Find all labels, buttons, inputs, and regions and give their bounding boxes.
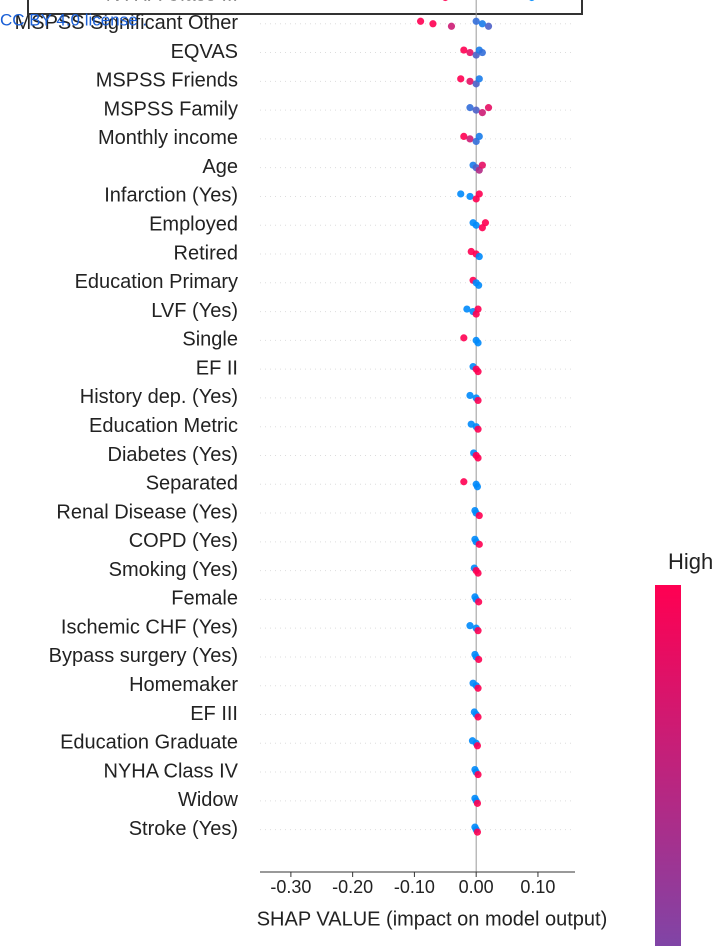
shap-point [460,334,468,342]
shap-point [529,0,535,2]
feature-label: Diabetes (Yes) [108,444,238,466]
shap-point [472,17,480,25]
shap-point [466,192,474,201]
shap-point [466,135,474,143]
x-tick-label: -0.20 [332,877,373,897]
feature-label: Female [171,588,238,610]
x-tick-label: 0.10 [520,877,555,897]
shap-point [481,219,490,227]
shap-point [466,77,474,85]
shap-point [478,48,486,57]
shap-point [447,22,456,30]
shap-point [478,20,486,28]
shap-point [475,281,483,289]
shap-point [474,684,482,692]
shap-point [475,598,483,606]
shap-point [474,368,482,376]
feature-label: Renal Disease (Yes) [56,501,238,523]
shap-point [463,305,471,313]
feature-label: Stroke (Yes) [129,818,238,840]
shap-point [474,396,482,405]
x-tick-label: 0.00 [459,877,494,897]
shap-point [442,0,448,2]
shap-point [478,161,486,169]
shap-point [460,132,468,140]
shap-point [475,190,483,198]
feature-label: Single [182,329,238,351]
shap-point [472,106,480,114]
shap-point [475,132,483,140]
shap-point [474,454,482,462]
shap-point [474,305,482,313]
shap-point [474,339,482,347]
shap-point [466,391,474,400]
shap-point [474,713,482,721]
feature-label: Education Metric [89,415,238,437]
shap-point [473,742,482,750]
shap-point [475,75,483,83]
shap-point [473,799,482,807]
shap-point [457,75,465,83]
x-tick-label: -0.10 [394,877,435,897]
shap-point [416,17,425,25]
feature-label: Smoking (Yes) [109,559,238,581]
feature-label: MSPSS Family [104,98,238,120]
feature-label: Education Primary [75,271,238,293]
shap-point [466,622,474,630]
colorbar-label: High [668,549,713,574]
shap-point [475,655,483,664]
x-axis-label: SHAP VALUE (impact on model output) [257,908,608,930]
feature-label: MSPSS Friends [96,70,238,92]
shap-point [466,48,474,57]
feature-label: Retired [174,242,238,264]
shap-point [474,425,482,433]
shap-point [460,46,468,54]
feature-label: Separated [146,473,238,495]
feature-label: LVF (Yes) [151,300,238,322]
shap-point [478,109,486,117]
shap-point [484,104,493,112]
shap-point [460,478,468,486]
feature-label: EQVAS [171,41,238,63]
shap-point [466,104,474,112]
feature-label: Employed [149,214,238,236]
feature-label: EF III [190,703,238,725]
feature-label: MSPSS Significant Other [15,12,239,34]
shap-point [429,20,437,28]
shap-point [457,190,465,198]
shap-point [474,569,482,577]
shap-point [474,770,482,779]
license-link[interactable]: CC BY 4.0 license . [0,10,147,29]
feature-label: Monthly income [98,127,238,149]
shap-point [474,627,482,635]
shap-point [475,511,483,520]
feature-label: Age [202,156,238,178]
shap-point [475,252,483,261]
feature-label: EF II [196,357,238,379]
colorbar [655,585,681,946]
feature-label: NYHA Class IV [104,760,239,782]
feature-label: Education Graduate [60,732,238,754]
shap-point [473,483,482,491]
feature-label: NYHA Class III [106,0,238,5]
x-tick-label: -0.30 [270,877,311,897]
shap-point [472,221,480,229]
feature-label: Infarction (Yes) [104,185,238,207]
shap-point [473,828,482,836]
shap-point [484,22,493,30]
feature-label: Homemaker [129,674,238,696]
feature-label: Ischemic CHF (Yes) [61,616,238,638]
shap-point [475,540,483,548]
highlight-box [27,0,583,15]
feature-label: Widow [178,789,239,811]
feature-label: Bypass surgery (Yes) [49,645,238,667]
feature-label: History dep. (Yes) [80,386,238,408]
feature-label: COPD (Yes) [129,530,238,552]
